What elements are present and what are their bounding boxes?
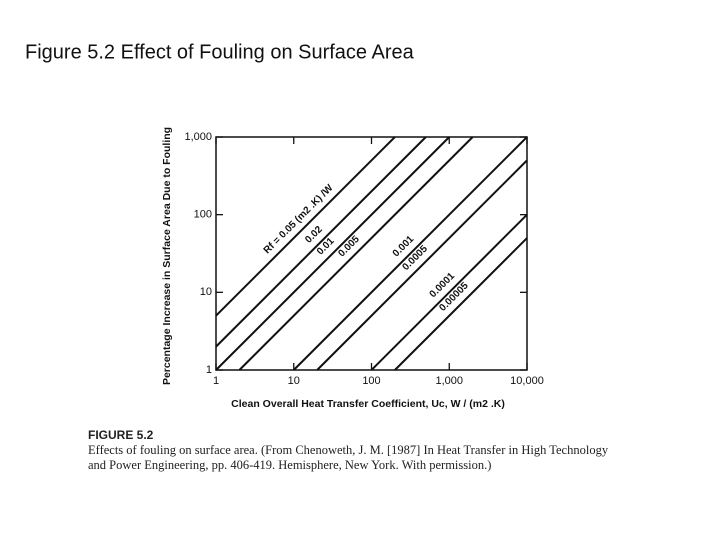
x-tick-label: 100 [362, 375, 380, 387]
y-tick-label: 1,000 [184, 131, 212, 143]
caption: FIGURE 5.2 Effects of fouling on surface… [88, 428, 628, 473]
y-axis-label: Percentage Increase in Surface Area Due … [161, 127, 173, 385]
fouling-line [215, 136, 450, 371]
x-tick-label: 1 [213, 375, 219, 387]
y-tick-label: 100 [194, 209, 212, 221]
y-tick-label: 10 [200, 286, 212, 298]
x-tick-label: 10,000 [510, 375, 544, 387]
slide-title: Figure 5.2 Effect of Fouling on Surface … [25, 41, 415, 63]
line-label: 0.005 [336, 234, 362, 260]
plot-frame [215, 136, 528, 371]
fouling-line [293, 136, 528, 371]
fouling-line [394, 237, 528, 371]
y-tick-label: 1 [206, 364, 212, 376]
line-label: 0.01 [315, 236, 337, 258]
fouling-line [316, 159, 528, 371]
caption-title: FIGURE 5.2 [88, 428, 154, 442]
fouling-line [215, 136, 396, 317]
caption-text: Effects of fouling on surface area. (Fro… [88, 443, 609, 472]
x-axis-label: Clean Overall Heat Transfer Coefficient,… [231, 398, 505, 410]
x-tick-label: 1,000 [435, 375, 463, 387]
x-tick-label: 10 [288, 375, 300, 387]
fouling-line [370, 213, 528, 371]
fouling-line [215, 136, 427, 348]
fouling-line [238, 136, 474, 371]
